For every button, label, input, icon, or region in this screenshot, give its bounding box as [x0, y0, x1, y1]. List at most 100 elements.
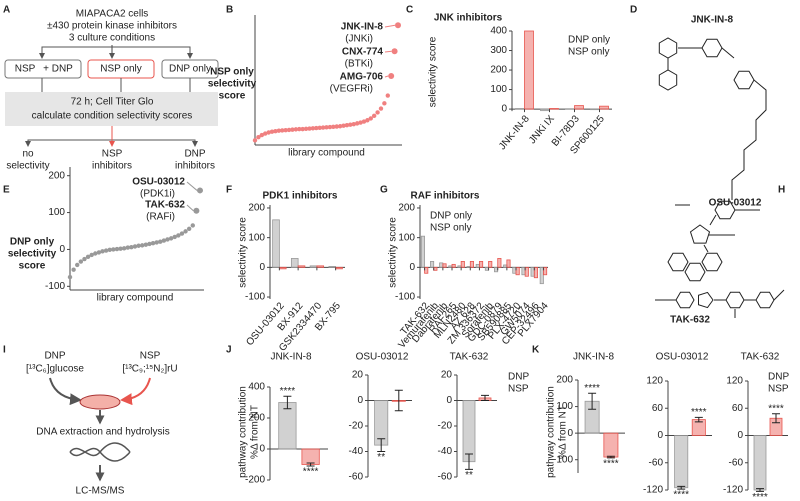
condition: NSP only — [100, 64, 142, 75]
point — [368, 116, 373, 121]
point — [158, 239, 163, 244]
outcome: inhibitors — [175, 161, 215, 172]
y-tick-label: 120 — [646, 376, 663, 387]
y-axis-label: selectivity — [8, 249, 57, 260]
y-tick-label: -100 — [245, 292, 265, 303]
point — [337, 124, 343, 129]
condition: + DNP — [43, 64, 73, 75]
header-text: 3 culture conditions — [69, 33, 155, 44]
panel-letter: E — [3, 185, 10, 196]
point — [273, 128, 278, 134]
legend-entry: NSP — [508, 384, 529, 395]
y-tick-label: 0 — [501, 104, 507, 115]
legend-entry: NSP only — [430, 223, 472, 234]
point — [395, 22, 401, 29]
bar — [278, 266, 287, 270]
point — [286, 127, 292, 133]
arrow — [120, 377, 151, 406]
highlight-name: TAK-632 — [145, 200, 185, 211]
bar — [539, 266, 544, 285]
x-axis-label: library compound — [97, 293, 174, 304]
point — [351, 121, 356, 127]
y-tick-label: 300 — [490, 45, 507, 56]
bar — [290, 258, 299, 268]
structure-title: OSU-03012 — [709, 198, 762, 209]
significance: **** — [768, 403, 784, 414]
chart-title: OSU-03012 — [656, 352, 709, 363]
chart-title: JNK-IN-8 — [270, 352, 312, 363]
point — [259, 132, 265, 138]
significance: ** — [465, 470, 473, 481]
point — [197, 187, 203, 194]
y-tick-label: 100 — [398, 232, 415, 243]
leader — [186, 204, 194, 212]
bar — [599, 105, 609, 110]
point — [385, 93, 390, 98]
point — [75, 262, 80, 268]
point — [186, 226, 192, 231]
label: [¹³C₆]glucose — [26, 364, 84, 375]
y-tick-label: 200 — [248, 413, 265, 424]
highlight-target: (JNKi) — [345, 34, 373, 45]
y-axis-label: NSP only — [210, 67, 254, 78]
bar — [466, 266, 471, 268]
legend-entry: NSP — [768, 384, 789, 395]
condition-box — [4, 59, 82, 79]
point — [136, 243, 141, 248]
point — [252, 138, 258, 143]
point — [150, 240, 156, 246]
point — [297, 126, 302, 132]
point — [100, 249, 105, 254]
chart-title: TAK-632 — [450, 352, 489, 363]
panel-letter: D — [630, 5, 637, 16]
point — [388, 72, 395, 79]
point — [382, 101, 387, 106]
point — [111, 247, 116, 252]
significance: **** — [691, 407, 707, 418]
point — [154, 240, 159, 245]
point — [96, 250, 102, 255]
arrow — [112, 46, 193, 59]
bar — [439, 262, 444, 268]
highlight-target: (RAFi) — [146, 212, 175, 223]
bar — [335, 266, 343, 270]
y-tick-label: -40 — [438, 446, 453, 457]
assay-band — [5, 92, 218, 126]
y-tick-label: 0 — [446, 395, 452, 406]
y-tick-label: 200 — [248, 203, 265, 214]
highlight-name: OSU-03012 — [132, 177, 185, 188]
arrow — [39, 46, 112, 59]
bar — [442, 263, 447, 268]
point — [82, 256, 87, 262]
outcome: DNP — [184, 149, 205, 160]
bar — [753, 435, 767, 491]
y-tick-label: 100 — [490, 84, 507, 95]
ring — [675, 291, 695, 309]
y-axis-label: selectivity — [208, 79, 257, 90]
y-tick-label: -200 — [245, 475, 265, 486]
x-axis-label: library compound — [288, 148, 365, 159]
ring — [689, 224, 711, 244]
point — [114, 246, 120, 252]
point — [276, 128, 282, 133]
outcome: selectivity — [6, 161, 49, 172]
point — [256, 134, 261, 140]
y-tick-label: -60 — [649, 457, 664, 468]
chart-title: PDK1 inhibitors — [262, 191, 337, 202]
y-axis-label: %Δ from NT — [250, 405, 261, 459]
y-axis-label: selectivity score — [388, 217, 399, 288]
panel-letter: K — [532, 345, 540, 356]
error-bar — [588, 392, 597, 410]
bond — [655, 289, 785, 318]
assay-text: calculate condition selectivity scores — [32, 111, 193, 122]
header-text: MIAPACA2 cells — [76, 9, 149, 20]
highlight-name: CNX-774 — [342, 47, 384, 58]
bond — [667, 47, 767, 200]
point — [344, 123, 350, 128]
y-tick-label: 0 — [737, 430, 743, 441]
point — [85, 254, 91, 260]
point — [371, 113, 377, 119]
point — [125, 245, 130, 250]
bar — [603, 432, 619, 458]
